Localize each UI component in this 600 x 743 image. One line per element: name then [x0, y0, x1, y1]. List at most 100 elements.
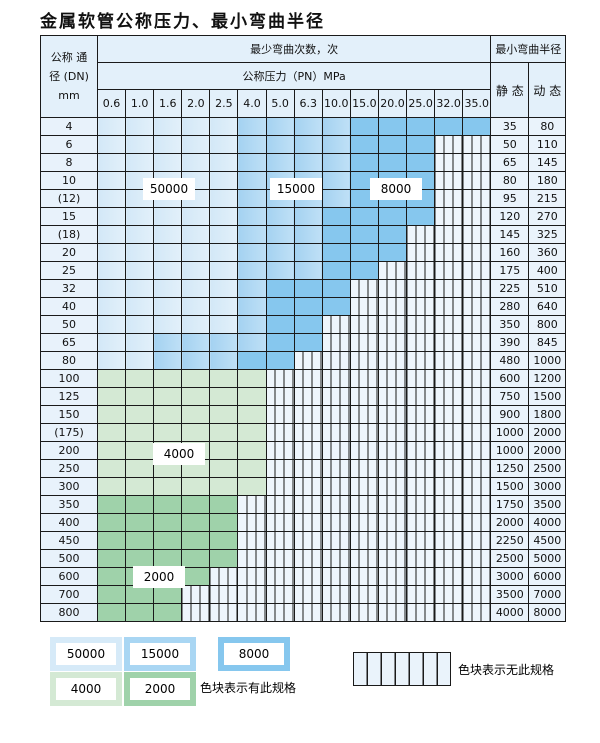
no-spec-cell [349, 549, 379, 568]
dn-cell: 25 [40, 261, 98, 280]
dynamic-radius-cell: 80 [528, 117, 567, 136]
no-spec-cell [434, 477, 464, 496]
dynamic-radius-cell: 1800 [528, 405, 567, 424]
spec-cell-c [293, 279, 323, 298]
dn-cell: (175) [40, 423, 98, 442]
spec-cell-b [237, 261, 267, 280]
no-spec-cell [406, 423, 436, 442]
header-pressure-6.3: 6.3 [293, 89, 323, 118]
no-spec-cell [462, 603, 492, 622]
table-row: 300 1500 3000 [40, 477, 567, 496]
spec-cell-e [153, 531, 183, 550]
legend-has-spec-text: 色块表示有此规格 [200, 681, 297, 695]
header-dynamic: 动 态 [528, 62, 567, 118]
no-spec-cell [462, 495, 492, 514]
table-row: 65 390 845 [40, 333, 567, 352]
dn-cell: 4 [40, 117, 98, 136]
no-spec-cell [181, 585, 211, 604]
no-spec-cell [349, 405, 379, 424]
spec-cell-b [153, 351, 183, 370]
no-spec-cell [293, 351, 323, 370]
spec-cell-a [209, 171, 239, 190]
spec-cell-e [125, 513, 155, 532]
no-spec-cell [321, 405, 351, 424]
no-spec-cell [462, 225, 492, 244]
spec-cell-e [181, 549, 211, 568]
dynamic-radius-cell: 4000 [528, 513, 567, 532]
table-row: 800 4000 8000 [40, 603, 567, 622]
no-spec-cell [349, 513, 379, 532]
no-spec-cell [321, 423, 351, 442]
spec-cell-d [96, 477, 127, 496]
spec-cell-c [377, 153, 408, 172]
no-spec-cell [237, 495, 267, 514]
spec-cell-a [125, 279, 155, 298]
spec-cell-a [96, 117, 127, 136]
spec-cell-a [125, 261, 155, 280]
dynamic-radius-cell: 1200 [528, 369, 567, 388]
spec-cell-c [377, 225, 408, 244]
dynamic-radius-cell: 145 [528, 153, 567, 172]
spec-cell-b [321, 117, 351, 136]
spec-cell-b [237, 225, 267, 244]
no-spec-cell [265, 459, 295, 478]
no-spec-cell [321, 585, 351, 604]
no-spec-cell [349, 369, 379, 388]
no-spec-cell [434, 495, 464, 514]
header-pressure-15.0: 15.0 [349, 89, 379, 118]
spec-cell-a [181, 153, 211, 172]
dn-cell: 600 [40, 567, 98, 586]
dynamic-radius-cell: 845 [528, 333, 567, 352]
spec-cell-e [209, 513, 239, 532]
no-spec-cell [377, 315, 408, 334]
no-spec-cell [406, 495, 436, 514]
no-spec-cell [349, 297, 379, 316]
spec-cell-b [265, 153, 295, 172]
spec-cell-d [237, 405, 267, 424]
spec-cell-b [181, 351, 211, 370]
table-row: 8 65 145 [40, 153, 567, 172]
spec-cell-a [96, 279, 127, 298]
spec-cell-c [377, 243, 408, 262]
spec-cell-d [96, 423, 127, 442]
dn-cell: 125 [40, 387, 98, 406]
static-radius-cell: 35 [490, 117, 530, 136]
dn-cell: (18) [40, 225, 98, 244]
no-spec-cell [321, 387, 351, 406]
spec-cell-d [181, 369, 211, 388]
spec-cell-b [321, 171, 351, 190]
spec-cell-a [96, 189, 127, 208]
no-spec-cell [434, 513, 464, 532]
table-row: 450 2250 4500 [40, 531, 567, 550]
label-50000: 50000 [143, 178, 195, 200]
no-spec-cell [462, 405, 492, 424]
spec-cell-b [209, 351, 239, 370]
spec-cell-d [153, 387, 183, 406]
legend-no-spec-text: 色块表示无此规格 [458, 663, 555, 677]
spec-cell-e [153, 549, 183, 568]
no-spec-cell [265, 369, 295, 388]
spec-cell-a [153, 207, 183, 226]
static-radius-cell: 3000 [490, 567, 530, 586]
no-spec-cell [321, 603, 351, 622]
header-pressure-20.0: 20.0 [377, 89, 408, 118]
dynamic-radius-cell: 6000 [528, 567, 567, 586]
spec-cell-e [125, 495, 155, 514]
spec-cell-d [209, 477, 239, 496]
no-spec-cell [237, 603, 267, 622]
spec-cell-d [181, 387, 211, 406]
spec-cell-d [125, 423, 155, 442]
table-row: 50 350 800 [40, 315, 567, 334]
no-spec-cell [293, 513, 323, 532]
spec-cell-a [209, 207, 239, 226]
spec-cell-d [125, 387, 155, 406]
no-spec-cell [462, 477, 492, 496]
label-2000: 2000 [133, 566, 185, 588]
static-radius-cell: 2500 [490, 549, 530, 568]
spec-cell-b [237, 315, 267, 334]
no-spec-cell [237, 513, 267, 532]
dn-cell: 300 [40, 477, 98, 496]
dynamic-radius-cell: 215 [528, 189, 567, 208]
no-spec-cell [406, 585, 436, 604]
no-spec-cell [462, 315, 492, 334]
